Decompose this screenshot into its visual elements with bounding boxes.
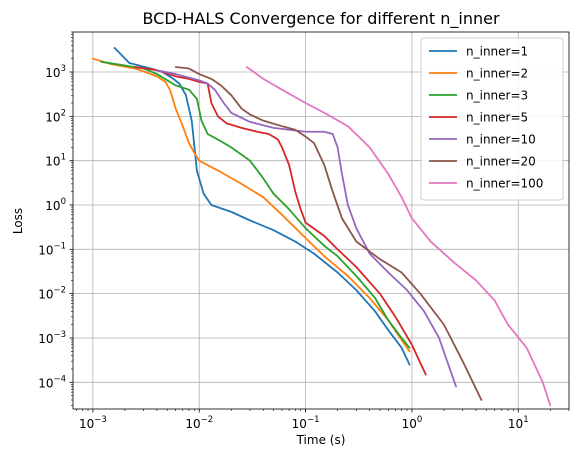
x-tick-label: 10−1 — [292, 415, 320, 431]
x-axis-label: Time (s) — [296, 433, 346, 447]
series-line-6 — [174, 66, 483, 401]
y-tick-label: 102 — [45, 108, 66, 124]
legend-label-2: n_inner=2 — [466, 67, 528, 81]
y-tick-label: 10−1 — [38, 241, 66, 257]
series-line-7 — [245, 66, 552, 407]
x-tick-label: 10−2 — [185, 415, 213, 431]
legend-label-7: n_inner=100 — [466, 177, 543, 191]
y-tick-label: 10−3 — [38, 330, 66, 346]
plot-area: 10−3 10−2 10−1 100 101 10−4 10−3 10−2 10−1 100 101… — [38, 31, 570, 431]
y-tick-label: 101 — [45, 153, 66, 169]
series-line-3 — [100, 60, 411, 349]
legend-label-3: n_inner=3 — [466, 89, 528, 103]
x-tick-label: 10−3 — [79, 415, 107, 431]
legend-label-4: n_inner=5 — [466, 111, 528, 125]
y-tick-label: 100 — [45, 197, 66, 213]
axes-frame — [72, 31, 570, 410]
legend-label-6: n_inner=20 — [466, 155, 536, 169]
y-tick-label: 10−2 — [38, 286, 66, 302]
series-line-1 — [113, 47, 411, 366]
y-tick-label: 103 — [45, 64, 66, 80]
series-line-5 — [156, 69, 457, 388]
y-axis-label: Loss — [11, 208, 25, 234]
x-tick-label: 100 — [402, 415, 423, 431]
legend: n_inner=1 n_inner=2 n_inner=3 n_inner=5 n_in… — [420, 37, 564, 201]
chart-title: BCD-HALS Convergence for different n_inn… — [142, 9, 500, 29]
series-line-4 — [134, 66, 427, 376]
legend-box — [420, 37, 564, 201]
x-tick-label: 101 — [508, 415, 529, 431]
legend-label-1: n_inner=1 — [466, 45, 528, 59]
y-tick-label: 10−4 — [38, 374, 66, 390]
series-line-2 — [92, 57, 411, 353]
legend-label-5: n_inner=10 — [466, 133, 536, 147]
